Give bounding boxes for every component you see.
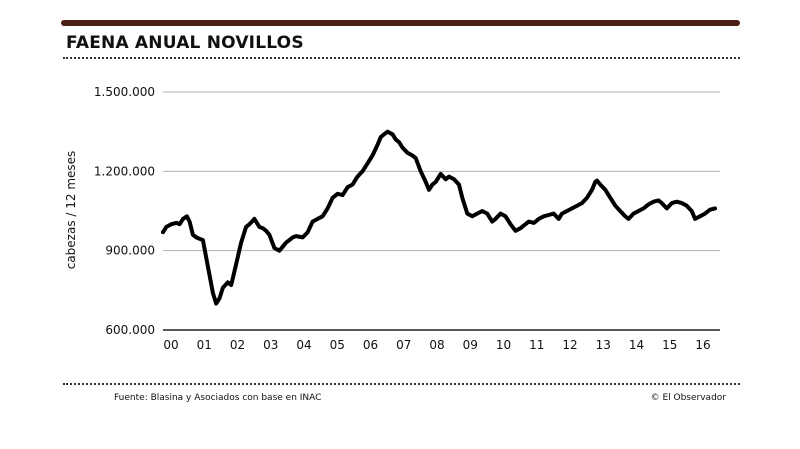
y-tick-label: 1.500.000 xyxy=(94,85,155,99)
x-tick-label: 13 xyxy=(596,338,611,352)
bottom-dotted-divider xyxy=(63,383,740,385)
chart-title: FAENA ANUAL NOVILLOS xyxy=(66,33,304,53)
y-tick-label: 600.000 xyxy=(105,323,155,337)
top-dotted-divider xyxy=(63,57,740,59)
x-tick-label: 16 xyxy=(695,338,710,352)
x-tick-label: 11 xyxy=(529,338,544,352)
grid-lines xyxy=(163,91,720,331)
series-group xyxy=(161,129,717,306)
x-tick-label: 12 xyxy=(562,338,577,352)
y-tick-label: 1.200.000 xyxy=(94,164,155,178)
x-tick-label: 00 xyxy=(163,338,178,352)
x-tick-label: 07 xyxy=(396,338,411,352)
header-bar xyxy=(61,20,740,26)
y-axis-ticks: 600.000 900.000 1.200.000 1.500.000 xyxy=(94,85,155,337)
x-tick-label: 09 xyxy=(463,338,478,352)
x-tick-label: 03 xyxy=(263,338,278,352)
x-tick-label: 08 xyxy=(429,338,444,352)
series-line xyxy=(161,129,717,306)
y-axis-label: cabezas / 12 meses xyxy=(64,151,78,270)
x-tick-label: 06 xyxy=(363,338,378,352)
x-tick-label: 02 xyxy=(230,338,245,352)
x-tick-label: 05 xyxy=(330,338,345,352)
x-tick-label: 04 xyxy=(296,338,311,352)
x-tick-label: 14 xyxy=(629,338,644,352)
x-axis-ticks: 00 01 02 03 04 05 06 07 08 09 10 11 12 13 14 15 16 xyxy=(163,338,710,352)
x-tick-label: 15 xyxy=(662,338,677,352)
source-note: Fuente: Blasina y Asociados con base en … xyxy=(114,393,322,403)
x-tick-label: 01 xyxy=(197,338,212,352)
y-tick-label: 900.000 xyxy=(105,244,155,258)
credit-note: © El Observador xyxy=(650,393,726,403)
x-tick-label: 10 xyxy=(496,338,511,352)
